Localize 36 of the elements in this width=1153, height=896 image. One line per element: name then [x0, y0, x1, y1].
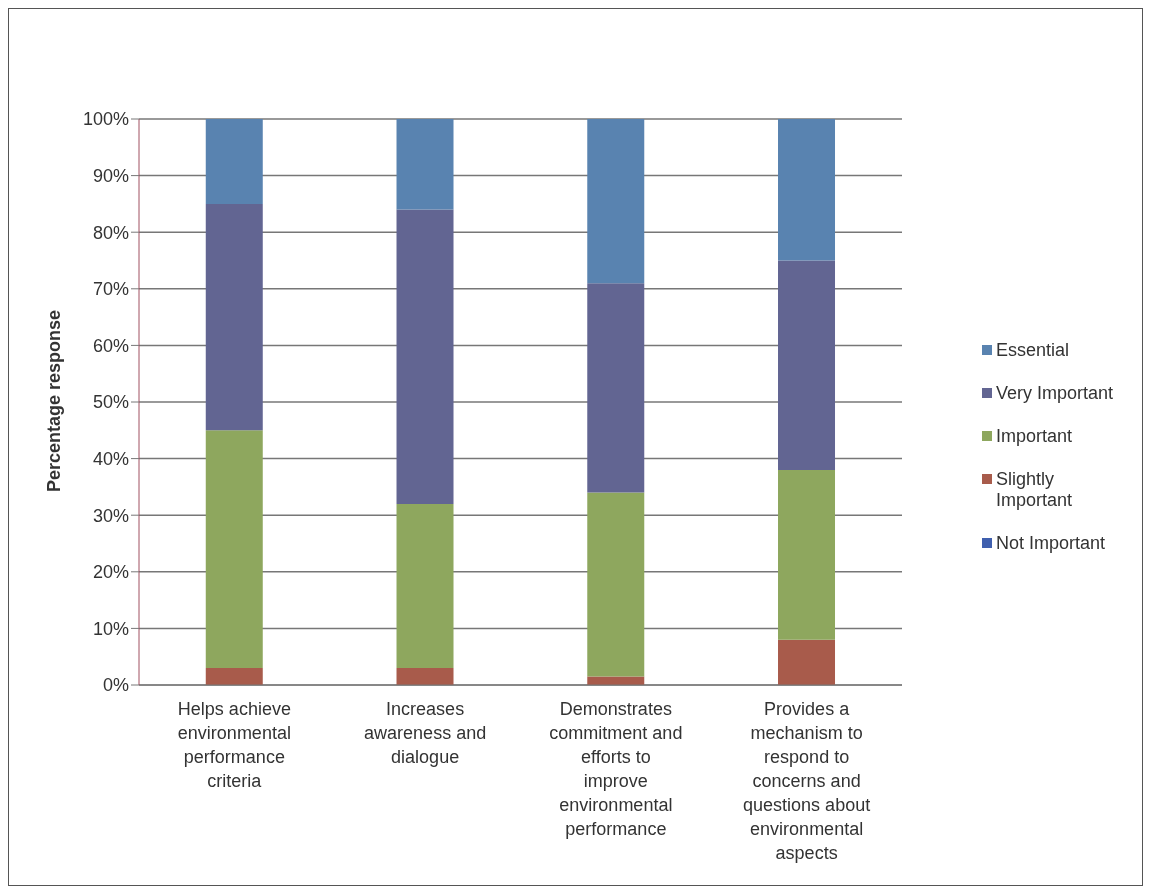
- x-tick-label: Helps achieve environmental performance criteria: [177, 699, 291, 791]
- bar: [587, 492, 645, 677]
- x-tick-label: Provides a mechanism to respond to concerns and questions about environmental aspects: [743, 699, 871, 863]
- legend-label: Slightly Important: [996, 469, 1074, 511]
- y-tick-label: 60%: [92, 335, 129, 356]
- y-tick-label: 20%: [92, 562, 129, 583]
- bar: [205, 203, 263, 431]
- bar: [778, 260, 836, 470]
- bar: [778, 639, 836, 685]
- y-tick-label: 0%: [102, 675, 129, 696]
- bar: [587, 283, 645, 493]
- bar: [396, 668, 454, 685]
- legend-label: Very Important: [996, 383, 1114, 404]
- y-tick-label: 40%: [92, 448, 129, 469]
- bar: [396, 119, 454, 210]
- bar: [205, 119, 263, 204]
- y-axis-title: Percentage response: [44, 309, 65, 492]
- bar: [778, 469, 836, 640]
- bar: [205, 668, 263, 685]
- legend-label: Important: [996, 426, 1073, 447]
- x-tick-label: Increases awareness and dialogue: [364, 699, 487, 767]
- y-tick-label: 100%: [82, 109, 129, 130]
- bar: [396, 209, 454, 504]
- legend-label: Not Important: [996, 533, 1106, 554]
- y-tick-label: 90%: [92, 165, 129, 186]
- legend-label: Essential: [996, 340, 1070, 361]
- y-tick-label: 70%: [92, 279, 129, 300]
- bar: [778, 119, 836, 261]
- y-tick-label: 80%: [92, 222, 129, 243]
- bar: [396, 503, 454, 669]
- y-tick-label: 10%: [92, 618, 129, 639]
- y-tick-label: 30%: [92, 505, 129, 526]
- y-tick-label: 50%: [92, 392, 129, 413]
- bar: [205, 430, 263, 669]
- bar: [587, 119, 645, 284]
- x-tick-label: Demonstrates commitment and efforts to improve environmental performance: [549, 699, 683, 839]
